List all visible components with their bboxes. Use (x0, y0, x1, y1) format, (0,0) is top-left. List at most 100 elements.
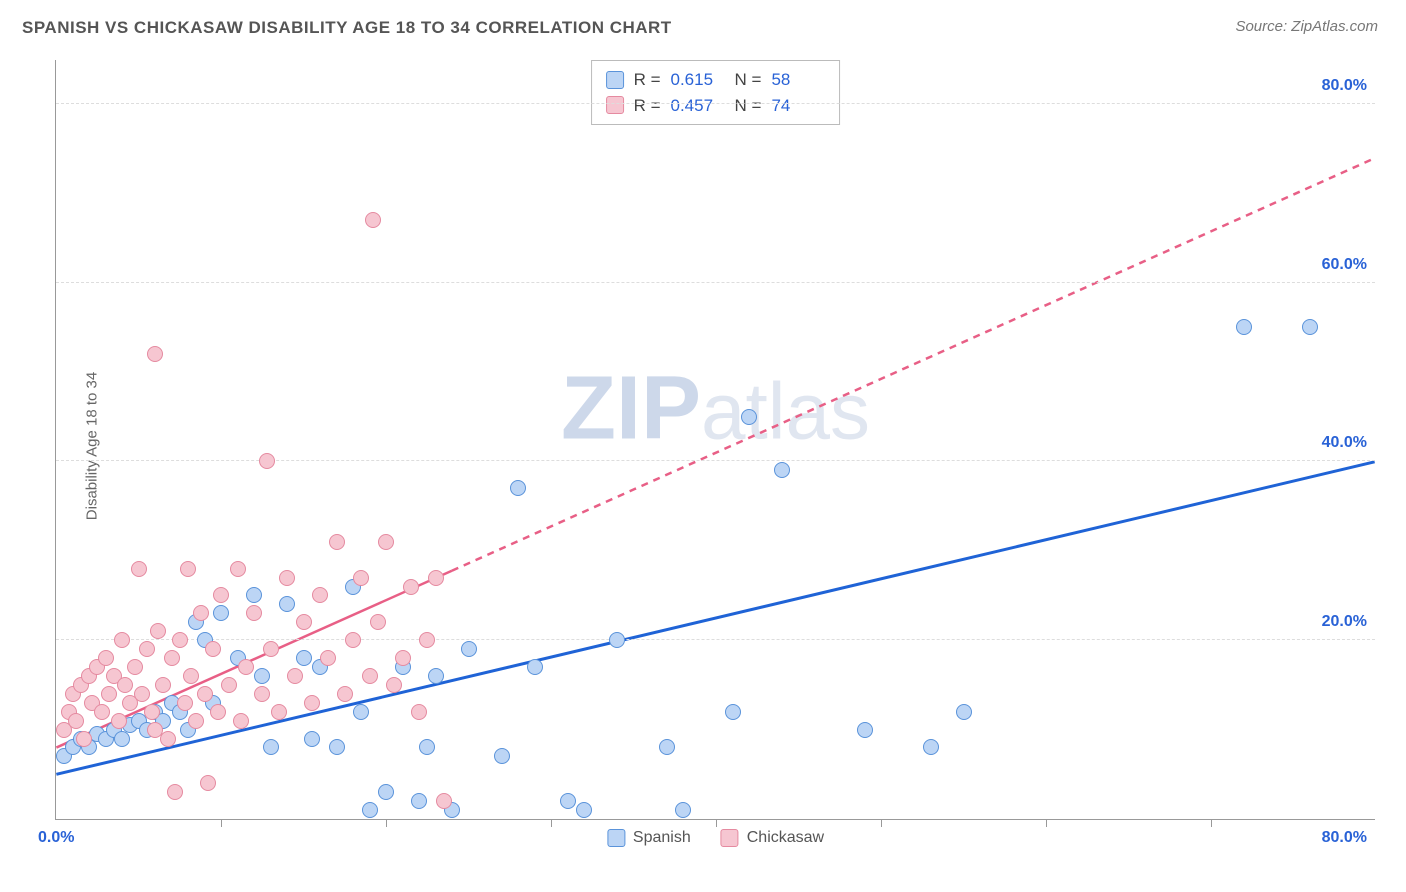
scatter-point (94, 704, 110, 720)
scatter-point (494, 748, 510, 764)
scatter-point (155, 677, 171, 693)
scatter-point (609, 632, 625, 648)
scatter-point (68, 713, 84, 729)
scatter-point (419, 739, 435, 755)
scatter-point (233, 713, 249, 729)
scatter-point (510, 480, 526, 496)
scatter-point (741, 409, 757, 425)
scatter-point (527, 659, 543, 675)
scatter-point (131, 561, 147, 577)
y-tick-label: 40.0% (1322, 434, 1367, 452)
legend-item: Chickasaw (721, 829, 824, 847)
scatter-point (279, 570, 295, 586)
scatter-point (139, 641, 155, 657)
scatter-point (183, 668, 199, 684)
chart-container: SPANISH VS CHICKASAW DISABILITY AGE 18 T… (0, 0, 1406, 892)
scatter-point (213, 587, 229, 603)
stats-row: R =0.615N =58 (606, 67, 826, 93)
scatter-point (304, 731, 320, 747)
scatter-point (576, 802, 592, 818)
scatter-point (197, 686, 213, 702)
stats-n-label: N = (735, 93, 762, 119)
scatter-point (238, 659, 254, 675)
scatter-point (172, 632, 188, 648)
y-tick-label: 60.0% (1322, 256, 1367, 274)
scatter-point (659, 739, 675, 755)
scatter-point (177, 695, 193, 711)
y-tick-label: 80.0% (1322, 77, 1367, 95)
scatter-point (287, 668, 303, 684)
scatter-point (263, 739, 279, 755)
scatter-point (378, 534, 394, 550)
scatter-point (386, 677, 402, 693)
gridline-h (56, 460, 1375, 461)
x-tick-mark (551, 819, 552, 827)
scatter-point (296, 650, 312, 666)
watermark-text: ZIPatlas (561, 358, 870, 461)
scatter-point (395, 650, 411, 666)
stats-legend-box: R =0.615N =58R =0.457N =74 (591, 60, 841, 125)
scatter-point (353, 570, 369, 586)
scatter-point (114, 632, 130, 648)
scatter-point (675, 802, 691, 818)
scatter-point (428, 570, 444, 586)
x-tick-mark (716, 819, 717, 827)
scatter-point (147, 346, 163, 362)
scatter-point (353, 704, 369, 720)
scatter-point (345, 632, 361, 648)
scatter-point (76, 731, 92, 747)
scatter-point (144, 704, 160, 720)
scatter-point (246, 605, 262, 621)
scatter-point (461, 641, 477, 657)
scatter-point (254, 686, 270, 702)
scatter-point (329, 534, 345, 550)
legend-swatch (607, 829, 625, 847)
legend-label: Spanish (633, 829, 691, 847)
scatter-point (213, 605, 229, 621)
scatter-point (160, 731, 176, 747)
scatter-point (365, 212, 381, 228)
scatter-point (259, 453, 275, 469)
scatter-point (370, 614, 386, 630)
source-credit: Source: ZipAtlas.com (1235, 18, 1378, 35)
scatter-point (134, 686, 150, 702)
scatter-point (857, 722, 873, 738)
trend-line (452, 158, 1375, 571)
scatter-point (127, 659, 143, 675)
scatter-point (337, 686, 353, 702)
stats-n-label: N = (735, 67, 762, 93)
scatter-point (560, 793, 576, 809)
scatter-point (296, 614, 312, 630)
scatter-point (378, 784, 394, 800)
gridline-h (56, 282, 1375, 283)
scatter-point (304, 695, 320, 711)
x-axis-max-label: 80.0% (1322, 829, 1367, 847)
stats-n-value: 58 (771, 67, 825, 93)
scatter-point (329, 739, 345, 755)
x-tick-mark (386, 819, 387, 827)
stats-r-value: 0.457 (671, 93, 725, 119)
stats-r-label: R = (634, 93, 661, 119)
scatter-point (271, 704, 287, 720)
scatter-point (1236, 319, 1252, 335)
scatter-point (254, 668, 270, 684)
scatter-point (263, 641, 279, 657)
chart-title: SPANISH VS CHICKASAW DISABILITY AGE 18 T… (22, 18, 672, 38)
scatter-point (205, 641, 221, 657)
scatter-point (101, 686, 117, 702)
scatter-point (320, 650, 336, 666)
plot-area: ZIPatlas R =0.615N =58R =0.457N =74 0.0%… (55, 60, 1375, 820)
stats-n-value: 74 (771, 93, 825, 119)
scatter-point (117, 677, 133, 693)
legend-item: Spanish (607, 829, 691, 847)
scatter-point (210, 704, 226, 720)
scatter-point (111, 713, 127, 729)
x-tick-mark (1211, 819, 1212, 827)
x-tick-mark (881, 819, 882, 827)
scatter-point (200, 775, 216, 791)
scatter-point (419, 632, 435, 648)
scatter-point (188, 713, 204, 729)
stats-r-value: 0.615 (671, 67, 725, 93)
scatter-point (428, 668, 444, 684)
scatter-point (411, 704, 427, 720)
